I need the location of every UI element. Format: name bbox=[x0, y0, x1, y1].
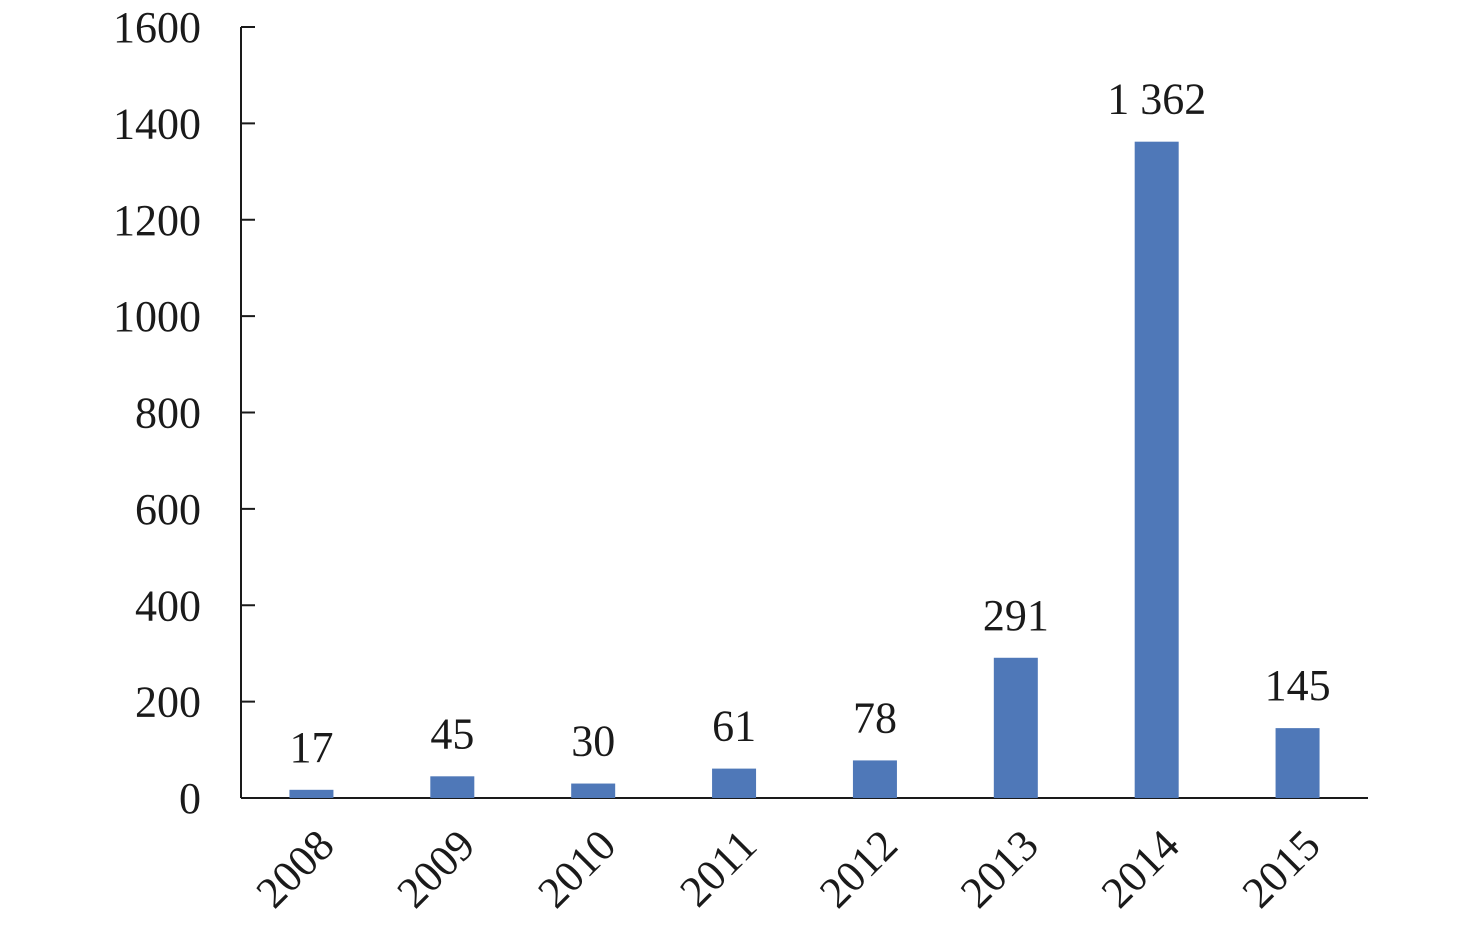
y-tick-label: 1200 bbox=[113, 196, 201, 245]
y-tick-label: 0 bbox=[179, 774, 201, 823]
bar-2011 bbox=[712, 768, 757, 798]
data-label-2014: 1 362 bbox=[1107, 75, 1206, 124]
bar-2012 bbox=[852, 760, 897, 798]
x-axis: 2008 2009 2010 2011 2012 2013 2014 2015 bbox=[241, 797, 1368, 917]
x-tick-label-2014: 2014 bbox=[1092, 820, 1189, 917]
data-label-2008: 17 bbox=[289, 723, 333, 772]
x-tick-label-2008: 2008 bbox=[247, 820, 344, 917]
y-tick-label: 600 bbox=[135, 485, 201, 534]
y-tick-label: 1600 bbox=[113, 3, 201, 52]
x-tick-label-2012: 2012 bbox=[810, 820, 907, 917]
x-tick-label-2010: 2010 bbox=[528, 820, 625, 917]
data-labels: 17 45 30 61 78 291 1 362 145 bbox=[289, 75, 1330, 772]
bar-2008 bbox=[289, 789, 334, 798]
y-tick-label: 800 bbox=[135, 389, 201, 438]
y-tick-label: 400 bbox=[135, 581, 201, 630]
y-tick-label: 200 bbox=[135, 678, 201, 727]
y-tick-label: 1400 bbox=[113, 99, 201, 148]
data-label-2013: 291 bbox=[983, 591, 1049, 640]
bars bbox=[289, 141, 1320, 798]
y-axis: 0 200 400 600 800 1000 1200 1400 1600 bbox=[113, 3, 255, 823]
x-tick-label-2009: 2009 bbox=[388, 820, 485, 917]
bar-2013 bbox=[993, 657, 1038, 798]
data-label-2012: 78 bbox=[853, 693, 897, 742]
x-tick-label-2013: 2013 bbox=[951, 820, 1048, 917]
x-tick-label-2011: 2011 bbox=[670, 820, 766, 916]
x-tick-label-2015: 2015 bbox=[1233, 820, 1330, 917]
bar-2010 bbox=[571, 783, 616, 798]
data-label-2009: 45 bbox=[430, 709, 474, 758]
bar-2009 bbox=[430, 776, 475, 798]
data-label-2010: 30 bbox=[571, 717, 615, 766]
data-label-2015: 145 bbox=[1265, 661, 1331, 710]
bar-2015 bbox=[1275, 728, 1320, 798]
bar-2014 bbox=[1134, 141, 1179, 798]
y-tick-label: 1000 bbox=[113, 292, 201, 341]
data-label-2011: 61 bbox=[712, 702, 756, 751]
